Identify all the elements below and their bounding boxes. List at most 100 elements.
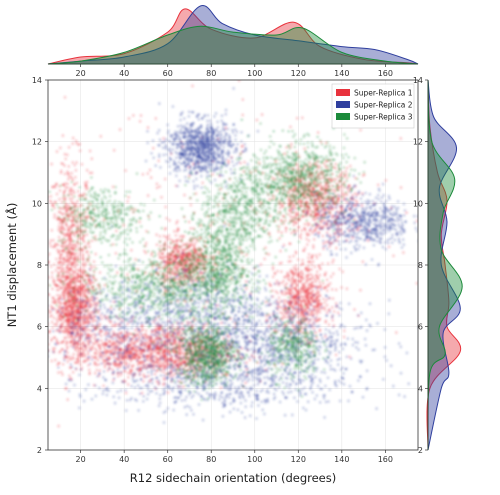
data-point <box>53 336 56 339</box>
data-point <box>274 290 278 293</box>
data-point <box>93 235 97 238</box>
data-point <box>74 294 78 297</box>
data-point <box>55 288 59 292</box>
data-point <box>165 217 168 220</box>
data-point <box>63 96 67 99</box>
data-point <box>300 306 304 309</box>
data-point <box>75 263 79 266</box>
data-point <box>177 349 181 353</box>
data-point <box>288 255 292 259</box>
data-point <box>64 203 68 206</box>
data-point <box>54 269 58 272</box>
data-point <box>140 391 144 395</box>
data-point <box>51 287 54 291</box>
data-point <box>104 343 107 347</box>
data-point <box>58 221 61 225</box>
data-point <box>50 337 54 341</box>
data-point <box>340 191 344 195</box>
data-point <box>124 364 128 367</box>
data-point <box>74 280 78 283</box>
data-point <box>77 286 80 290</box>
data-point <box>126 383 130 386</box>
data-point <box>104 348 108 352</box>
data-point <box>171 374 175 377</box>
data-point <box>303 246 307 250</box>
data-point <box>66 225 69 229</box>
data-point <box>139 114 143 117</box>
data-point <box>74 176 77 179</box>
data-point <box>58 211 62 214</box>
data-point <box>156 358 159 362</box>
data-point <box>340 286 343 289</box>
data-point <box>119 373 123 377</box>
data-point <box>149 353 152 357</box>
data-point <box>72 274 75 277</box>
data-point <box>153 372 157 376</box>
data-point <box>69 253 73 257</box>
data-point <box>86 215 89 218</box>
data-point <box>361 174 365 177</box>
data-point <box>178 235 182 238</box>
data-point <box>283 315 287 319</box>
data-point <box>158 327 162 330</box>
data-point <box>303 222 307 226</box>
data-point <box>129 332 132 336</box>
data-point <box>189 244 193 247</box>
data-point <box>71 219 74 223</box>
data-point <box>93 337 96 341</box>
data-point <box>83 303 87 307</box>
data-point <box>324 240 328 244</box>
data-point <box>141 328 145 331</box>
data-point <box>100 339 103 342</box>
data-point <box>159 361 163 364</box>
data-point <box>325 278 329 282</box>
data-point <box>117 343 121 347</box>
data-point <box>85 250 88 254</box>
data-point <box>85 180 89 184</box>
data-point <box>167 234 171 237</box>
data-point <box>124 362 128 365</box>
data-point <box>399 137 403 140</box>
data-point <box>72 352 75 356</box>
data-point <box>132 114 135 117</box>
data-point <box>69 344 73 348</box>
data-point <box>60 244 64 248</box>
data-point <box>192 245 196 248</box>
data-point <box>55 257 58 261</box>
data-point <box>301 288 305 292</box>
data-point <box>59 350 62 353</box>
data-point <box>54 182 58 186</box>
data-point <box>161 252 165 256</box>
data-point <box>91 320 94 324</box>
data-point <box>326 283 330 287</box>
data-point <box>95 368 99 372</box>
data-point <box>52 296 55 300</box>
data-point <box>182 385 185 389</box>
data-point <box>168 237 171 241</box>
data-point <box>62 191 66 194</box>
data-point <box>87 363 90 367</box>
data-point <box>63 164 66 167</box>
data-point <box>110 350 114 353</box>
data-point <box>69 283 73 287</box>
data-point <box>77 242 81 246</box>
data-point <box>69 334 73 338</box>
data-point <box>66 285 69 289</box>
data-point <box>318 280 322 284</box>
data-point <box>90 239 94 242</box>
data-point <box>73 183 76 187</box>
data-point <box>136 340 140 343</box>
data-point <box>316 131 320 134</box>
data-point <box>69 341 73 344</box>
data-point <box>87 358 91 361</box>
data-point <box>59 286 63 290</box>
data-point <box>161 333 164 336</box>
data-point <box>49 195 53 198</box>
data-point <box>66 334 70 337</box>
data-point <box>98 271 102 274</box>
data-point <box>116 363 120 366</box>
data-point <box>61 228 64 232</box>
data-point <box>53 242 57 246</box>
data-point <box>85 319 89 322</box>
data-point <box>283 293 287 296</box>
